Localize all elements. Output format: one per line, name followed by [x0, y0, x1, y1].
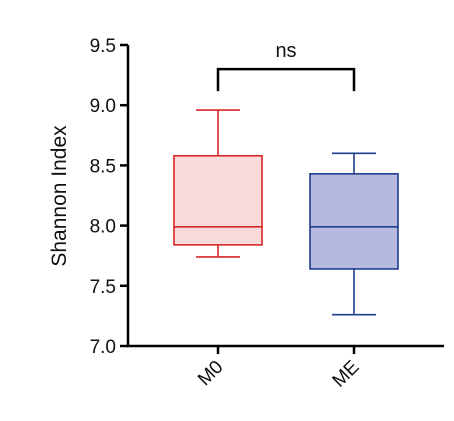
x-axis: M0 ME	[127, 344, 444, 392]
y-tick-label: 8.0	[90, 217, 116, 238]
y-axis-label: Shannon Index	[48, 125, 71, 267]
box-iqr	[173, 154, 263, 246]
y-tick-label: 8.5	[90, 156, 116, 177]
boxes	[173, 109, 399, 316]
box-me	[309, 152, 399, 316]
x-tick-label: ME	[329, 357, 364, 392]
x-tick-label: M0	[194, 357, 228, 391]
significance-bracket	[216, 67, 356, 92]
y-tick-label: 7.0	[90, 337, 116, 358]
y-axis: 7.0 7.5 8.0 8.5 9.0 9.5	[90, 36, 130, 358]
box-iqr	[309, 173, 399, 270]
y-tick-label: 7.5	[90, 277, 116, 298]
box-m0	[173, 109, 263, 258]
significance-annotation: ns	[216, 40, 356, 92]
significance-label: ns	[275, 40, 296, 62]
y-tick-label: 9.0	[90, 96, 116, 117]
y-tick-label: 9.5	[90, 36, 116, 57]
